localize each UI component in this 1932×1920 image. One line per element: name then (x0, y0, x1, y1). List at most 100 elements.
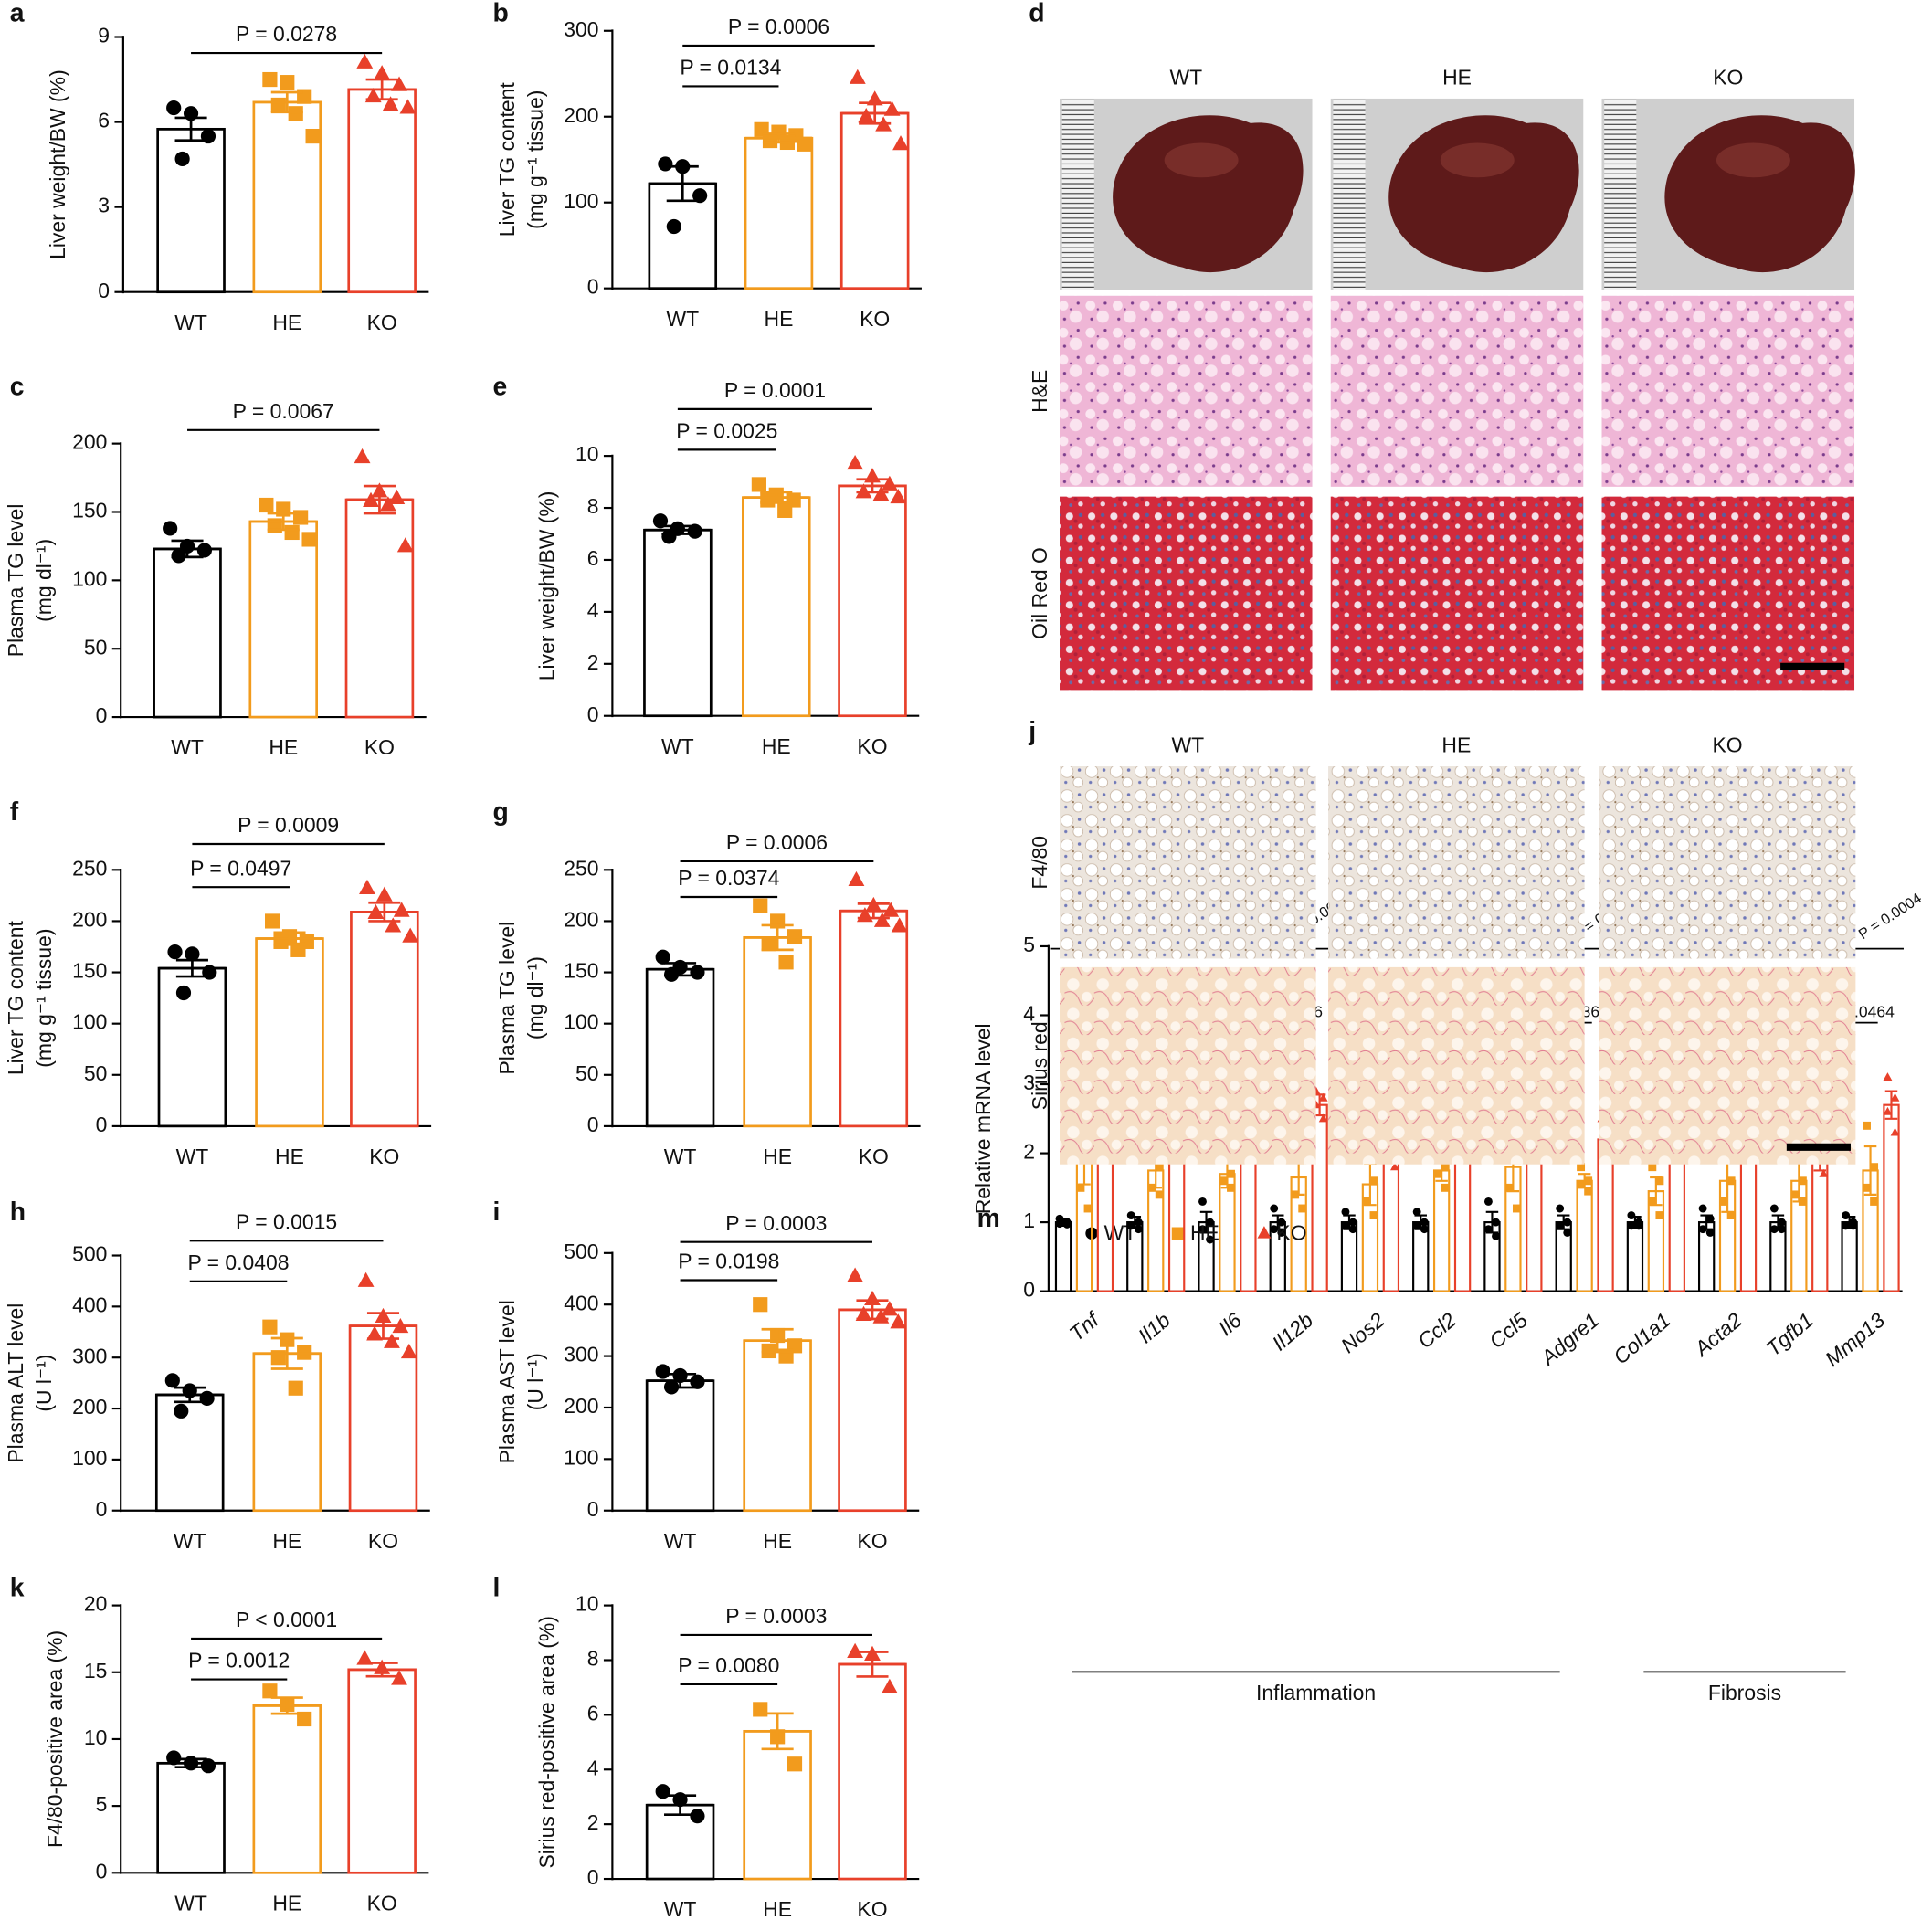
p-value: P = 0.0134 (680, 56, 781, 79)
data-point (1726, 1211, 1736, 1220)
data-point (1390, 1162, 1399, 1171)
x-tick-label: HE (269, 735, 298, 759)
y-tick-label: 400 (564, 1291, 598, 1314)
x-tick-label: Ccl2 (1413, 1308, 1461, 1354)
data-point (199, 1390, 215, 1406)
y-tick-label: 9 (98, 24, 110, 47)
data-point (855, 1305, 872, 1321)
data-point (890, 488, 907, 504)
data-point (881, 1678, 898, 1693)
bar (839, 111, 910, 290)
y-tick-label: 0 (96, 703, 108, 727)
panel-letter: d (1029, 0, 1044, 28)
y-tick-label: 50 (84, 1061, 107, 1085)
bar (347, 1668, 417, 1874)
data-point (174, 1403, 189, 1419)
data-point (661, 529, 677, 544)
p-value: P = 0.0408 (187, 1250, 289, 1274)
error-bar (153, 539, 221, 559)
y-axis-label: F4/80-positive area (%) (43, 1630, 67, 1848)
panel-letter: k (10, 1574, 25, 1603)
error-bar (346, 484, 413, 515)
data-point (1705, 1214, 1715, 1223)
data-point (848, 870, 865, 887)
data-point (1318, 1113, 1328, 1123)
data-point (382, 96, 399, 111)
panel-letter: c (10, 372, 25, 401)
error-bar (1842, 1215, 1856, 1229)
data-point (262, 71, 278, 88)
liver-highlight (1164, 142, 1239, 178)
data-point (1341, 1221, 1350, 1230)
x-tick-label: WT (174, 1529, 206, 1553)
error-bar (1272, 1214, 1284, 1230)
data-point (1512, 1204, 1521, 1213)
y-tick-label: 0 (587, 1113, 599, 1136)
column-label: KO (1713, 733, 1743, 757)
error-bar (1629, 1215, 1642, 1229)
y-tick-label: 100 (72, 566, 107, 590)
x-tick-label: WT (664, 1145, 697, 1168)
data-point (1698, 1204, 1707, 1213)
data-point (185, 946, 200, 962)
error-bar (253, 90, 321, 114)
y-tick-label: 4 (587, 598, 599, 622)
panel-letter: b (493, 0, 509, 28)
data-point (297, 1711, 312, 1727)
x-tick-label: KO (859, 1145, 889, 1168)
y-tick-label: 200 (72, 1395, 107, 1419)
column-label: HE (1442, 65, 1472, 89)
x-tick-label: HE (272, 1529, 301, 1553)
error-bar (649, 164, 716, 203)
data-point (1883, 1072, 1893, 1081)
column-label: KO (1713, 65, 1743, 89)
bar (344, 498, 415, 719)
liver (1664, 115, 1855, 273)
data-point (1412, 1208, 1421, 1217)
p-value: P = 0.0067 (233, 399, 334, 423)
data-point (270, 97, 286, 113)
data-point (1483, 1197, 1493, 1206)
x-tick-label: Il6 (1214, 1308, 1246, 1341)
data-point (1420, 1218, 1429, 1227)
y-tick-label: 10 (575, 1592, 599, 1616)
group-label: Fibrosis (1708, 1681, 1781, 1704)
bar (1626, 1221, 1644, 1292)
y-tick-label: 8 (587, 1647, 599, 1671)
y-tick-label: 4 (587, 1756, 599, 1779)
p-value: P = 0.0198 (678, 1250, 779, 1273)
column-label: WT (1169, 65, 1202, 89)
p-value: P = 0.0006 (726, 830, 828, 854)
ruler (1604, 98, 1637, 290)
data-point (1819, 1168, 1829, 1177)
micrograph (1060, 966, 1316, 1165)
y-tick-label: 100 (72, 1010, 107, 1034)
data-point (855, 483, 872, 499)
y-tick-label: 2 (1023, 1140, 1035, 1164)
data-point (356, 1650, 374, 1665)
data-point (384, 1333, 400, 1348)
x-tick-label: Il12b (1267, 1308, 1317, 1356)
y-tick-label: 4 (1023, 1002, 1035, 1026)
data-point (1584, 1176, 1593, 1186)
x-tick-label: KO (367, 311, 397, 334)
x-tick-label: HE (763, 1897, 792, 1920)
p-value: P = 0.0497 (190, 856, 291, 880)
x-tick-label: WT (664, 1897, 697, 1920)
liver (1388, 115, 1579, 273)
x-tick-label: Adgre1 (1535, 1308, 1603, 1371)
data-point (778, 955, 794, 970)
data-point (166, 1750, 182, 1766)
data-point (166, 100, 182, 116)
micrograph (1330, 496, 1584, 691)
y-tick-label: 8 (587, 494, 599, 518)
panel-letter: f (10, 797, 19, 827)
x-tick-label: HE (763, 1529, 792, 1553)
bar (838, 484, 907, 718)
p-value: P = 0.0009 (238, 813, 339, 837)
y-tick-label: 6 (98, 109, 110, 132)
bar (154, 1393, 225, 1513)
x-tick-label: WT (171, 735, 204, 759)
y-tick-label: 200 (564, 103, 598, 127)
data-point (1777, 1218, 1786, 1227)
